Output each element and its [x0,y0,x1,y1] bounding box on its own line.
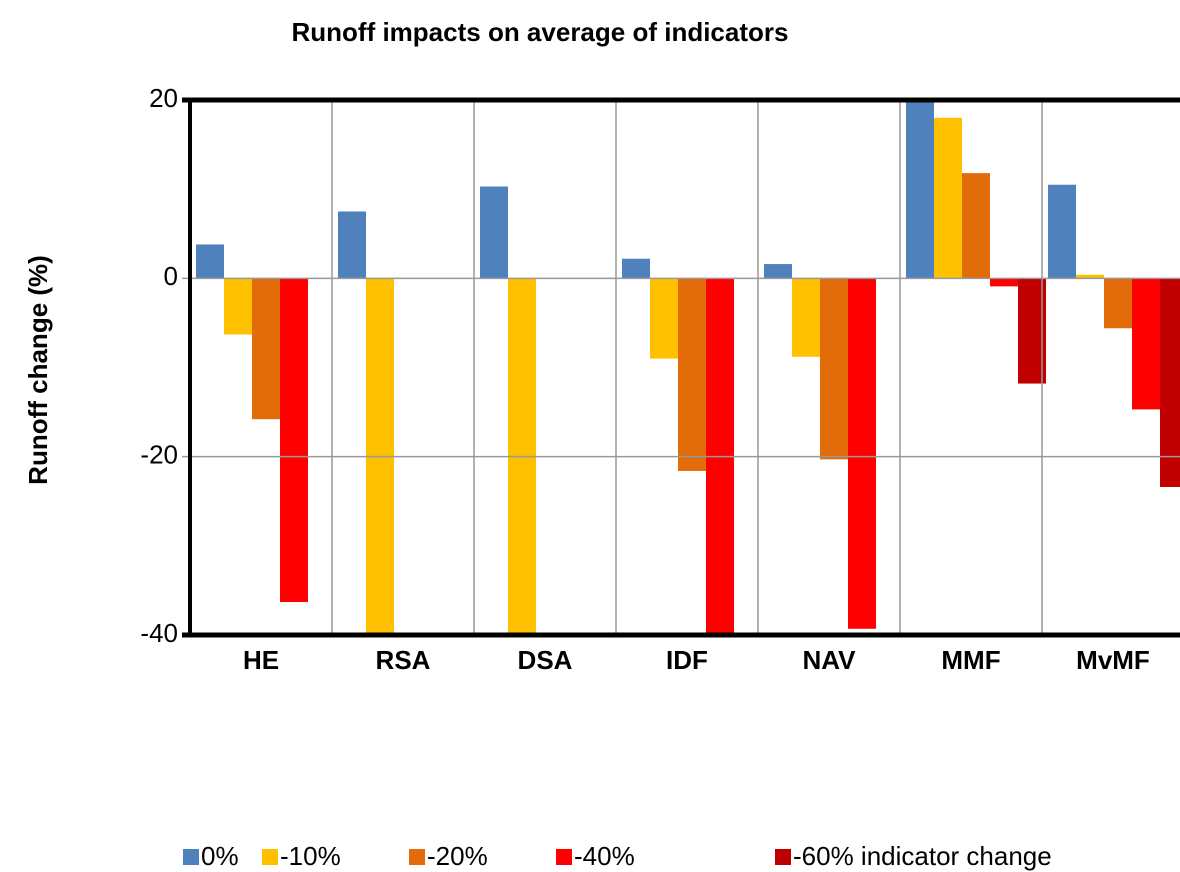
legend-label: -20% [427,841,488,871]
x-tick-label: NAV [803,645,857,675]
legend-label: -10% [280,841,341,871]
x-tick-label: IDF [666,645,708,675]
bar [906,98,934,279]
y-tick-label: -40 [140,618,178,648]
legend-swatch [775,849,791,865]
legend-label: 0% [201,841,239,871]
plot-area [196,98,1180,635]
bar [622,258,650,279]
legend-label: -40% [574,841,635,871]
bar [678,278,706,471]
bar [934,117,962,279]
bar [990,278,1018,287]
chart-title: Runoff impacts on average of indicators [292,17,789,47]
legend-swatch [556,849,572,865]
bar [962,173,990,279]
y-axis-label: Runoff change (%) [23,255,53,485]
bar [848,278,876,629]
legend-label: -60% indicator change [793,841,1052,871]
bar [1132,278,1160,410]
bar [224,278,252,335]
bar [820,278,848,460]
x-tick-label: MMF [941,645,1000,675]
bar [480,186,508,279]
legend-swatch [262,849,278,865]
bar [1160,278,1180,487]
x-tick-label: HE [243,645,279,675]
bar [1048,184,1076,279]
legend-swatch [183,849,199,865]
bar [792,278,820,357]
y-tick-label: 0 [164,261,178,291]
x-tick-label: RSA [376,645,431,675]
bar [196,244,224,279]
y-tick-label: -20 [140,440,178,470]
bar [338,211,366,279]
bar [764,264,792,279]
bar [650,278,678,359]
bar [1076,274,1104,279]
y-tick-label: 20 [149,83,178,113]
bar [252,278,280,420]
x-tick-label: MvMF [1076,645,1150,675]
x-tick-label: DSA [518,645,573,675]
bar [1104,278,1132,329]
bar [280,278,308,603]
legend-swatch [409,849,425,865]
